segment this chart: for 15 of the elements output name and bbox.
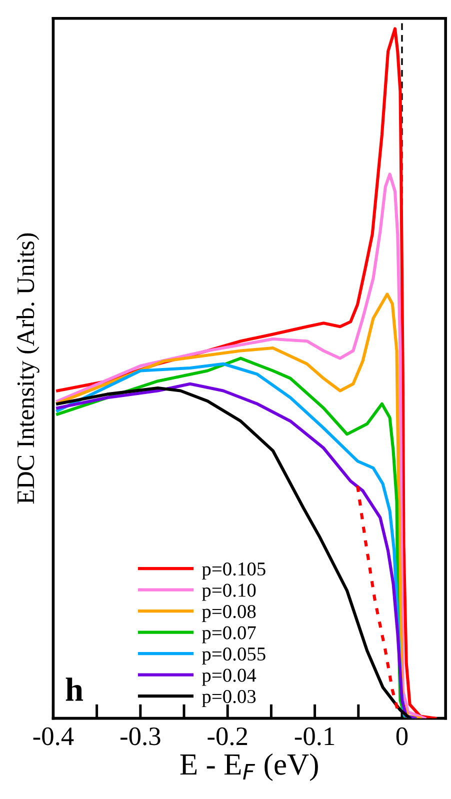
legend-label: p=0.04 bbox=[202, 668, 256, 686]
x-tick-label: 0 bbox=[396, 727, 408, 746]
legend-label: p=0.08 bbox=[202, 604, 256, 622]
legend-label: p=0.07 bbox=[202, 626, 256, 644]
legend-label: p=0.055 bbox=[202, 647, 266, 665]
x-tick-label: -0.1 bbox=[294, 727, 334, 746]
x-tick-label: -0.4 bbox=[33, 727, 74, 746]
x-axis-title: E - E$_{F}$ (eV) bbox=[180, 753, 318, 782]
legend-label: p=0.10 bbox=[202, 584, 256, 601]
x-tick-label: -0.3 bbox=[120, 727, 160, 746]
x-tick-label: -0.2 bbox=[208, 727, 248, 746]
legend-label: p=0.105 bbox=[202, 562, 266, 580]
annotation: h bbox=[66, 678, 84, 701]
legend-label: p=0.03 bbox=[202, 690, 256, 708]
y-axis-title: EDC Intensity (Arb. Units) bbox=[16, 233, 40, 504]
